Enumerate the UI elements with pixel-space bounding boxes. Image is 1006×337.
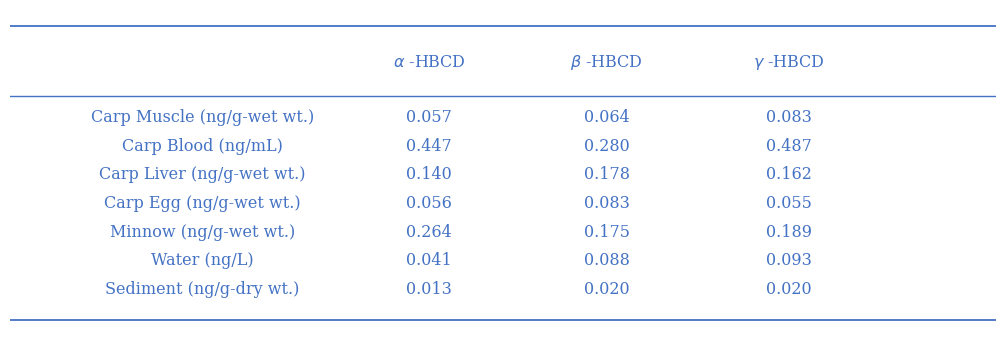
Text: 0.020: 0.020 (583, 281, 630, 298)
Text: 0.178: 0.178 (583, 166, 630, 183)
Text: $\alpha$ -HBCD: $\alpha$ -HBCD (392, 54, 466, 71)
Text: 0.162: 0.162 (766, 166, 812, 183)
Text: $\gamma$ -HBCD: $\gamma$ -HBCD (753, 53, 825, 72)
Text: 0.140: 0.140 (406, 166, 452, 183)
Text: 0.064: 0.064 (583, 109, 630, 126)
Text: 0.175: 0.175 (583, 224, 630, 241)
Text: Carp Blood (ng/mL): Carp Blood (ng/mL) (122, 137, 283, 155)
Text: 0.280: 0.280 (583, 137, 630, 155)
Text: Carp Egg (ng/g-wet wt.): Carp Egg (ng/g-wet wt.) (104, 195, 301, 212)
Text: 0.057: 0.057 (406, 109, 452, 126)
Text: Minnow (ng/g-wet wt.): Minnow (ng/g-wet wt.) (110, 224, 295, 241)
Text: 0.487: 0.487 (766, 137, 812, 155)
Text: 0.055: 0.055 (766, 195, 812, 212)
Text: 0.013: 0.013 (406, 281, 452, 298)
Text: 0.083: 0.083 (766, 109, 812, 126)
Text: $\beta$ -HBCD: $\beta$ -HBCD (570, 53, 643, 72)
Text: Carp Liver (ng/g-wet wt.): Carp Liver (ng/g-wet wt.) (99, 166, 306, 183)
Text: 0.083: 0.083 (583, 195, 630, 212)
Text: 0.020: 0.020 (767, 281, 812, 298)
Text: 0.447: 0.447 (406, 137, 452, 155)
Text: Sediment (ng/g-dry wt.): Sediment (ng/g-dry wt.) (105, 281, 300, 298)
Text: 0.041: 0.041 (406, 252, 452, 270)
Text: Water (ng/L): Water (ng/L) (151, 252, 254, 270)
Text: 0.088: 0.088 (583, 252, 630, 270)
Text: 0.264: 0.264 (406, 224, 452, 241)
Text: 0.056: 0.056 (406, 195, 452, 212)
Text: 0.189: 0.189 (766, 224, 812, 241)
Text: Carp Muscle (ng/g-wet wt.): Carp Muscle (ng/g-wet wt.) (91, 109, 314, 126)
Text: 0.093: 0.093 (766, 252, 812, 270)
